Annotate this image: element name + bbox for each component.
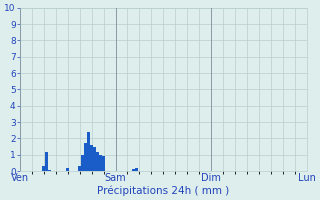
Bar bbox=[48, 170, 51, 171]
Bar bbox=[135, 168, 138, 171]
Bar bbox=[45, 152, 48, 171]
Bar bbox=[90, 145, 93, 171]
Bar bbox=[84, 143, 87, 171]
Bar bbox=[99, 155, 102, 171]
Bar bbox=[93, 147, 96, 171]
Bar bbox=[132, 169, 135, 171]
Bar bbox=[87, 132, 90, 171]
Bar bbox=[43, 166, 45, 171]
Bar bbox=[78, 166, 81, 171]
Bar bbox=[81, 155, 84, 171]
Bar bbox=[102, 156, 105, 171]
X-axis label: Précipitations 24h ( mm ): Précipitations 24h ( mm ) bbox=[97, 185, 229, 196]
Bar bbox=[96, 152, 99, 171]
Bar bbox=[67, 168, 69, 171]
